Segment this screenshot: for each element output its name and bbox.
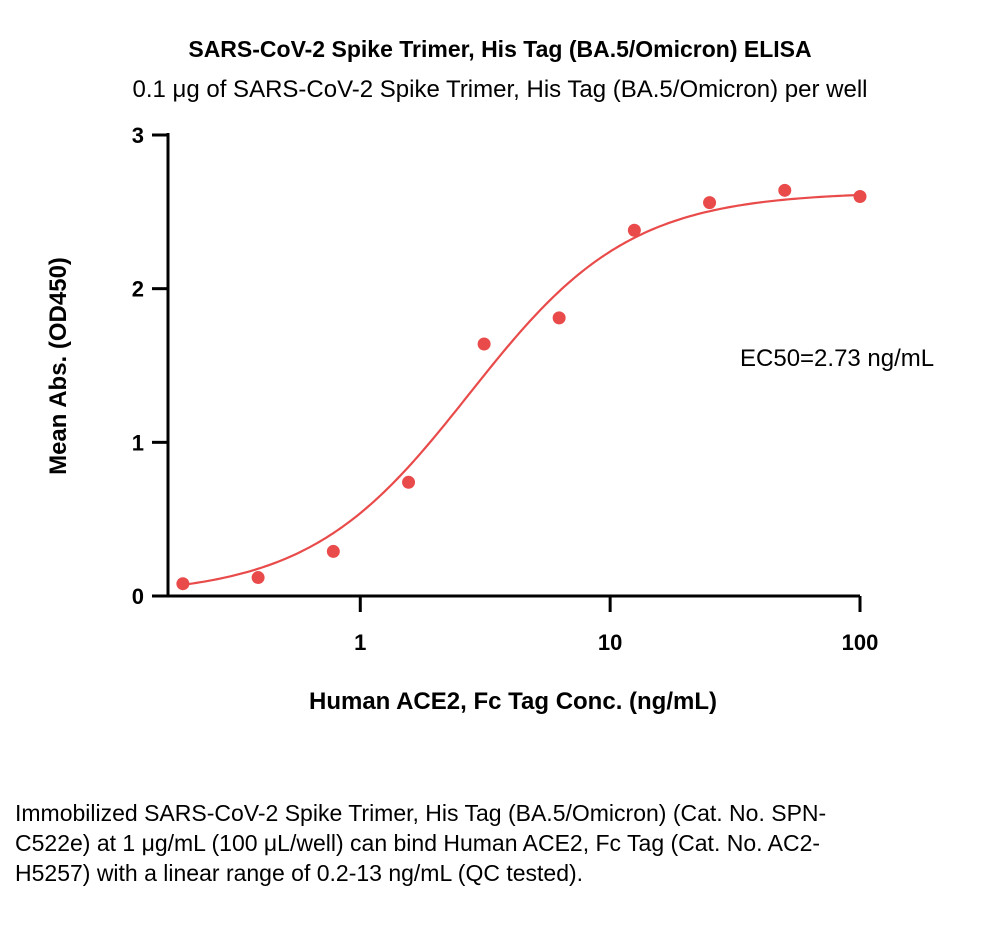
y-tick-label: 2 — [132, 277, 144, 302]
data-point — [176, 577, 190, 591]
y-tick-label: 3 — [132, 123, 144, 148]
data-point — [627, 223, 641, 237]
data-point — [251, 571, 265, 585]
chart-subtitle: 0.1 μg of SARS-CoV-2 Spike Trimer, His T… — [132, 76, 868, 103]
data-points-layer — [176, 183, 867, 591]
x-tick-label: 100 — [842, 630, 879, 655]
data-point — [477, 337, 491, 351]
chart-title: SARS-CoV-2 Spike Trimer, His Tag (BA.5/O… — [188, 36, 812, 62]
data-point — [853, 189, 867, 203]
fit-curve-layer — [179, 193, 861, 587]
ec50-annotation: EC50=2.73 ng/mL — [740, 345, 934, 372]
data-point — [326, 544, 340, 558]
x-tick-label: 1 — [354, 630, 366, 655]
y-tick-label: 0 — [132, 584, 144, 609]
y-axis-title: Mean Abs. (OD450) — [45, 257, 72, 475]
data-point — [402, 475, 416, 489]
y-tick-label: 1 — [132, 430, 144, 455]
data-point — [552, 311, 566, 325]
fit-curve — [179, 193, 861, 587]
x-axis-title: Human ACE2, Fc Tag Conc. (ng/mL) — [309, 688, 717, 715]
axes: 0 1 2 3 1 10 100 — [132, 123, 879, 655]
x-tick-label: 10 — [598, 630, 622, 655]
figure-caption: Immobilized SARS-CoV-2 Spike Trimer, His… — [15, 800, 827, 886]
data-point — [778, 183, 792, 197]
data-point — [703, 196, 717, 210]
elisa-chart: 0 1 2 3 1 10 100 Human ACE2, Fc Tag Conc. (ng/… — [45, 123, 934, 715]
